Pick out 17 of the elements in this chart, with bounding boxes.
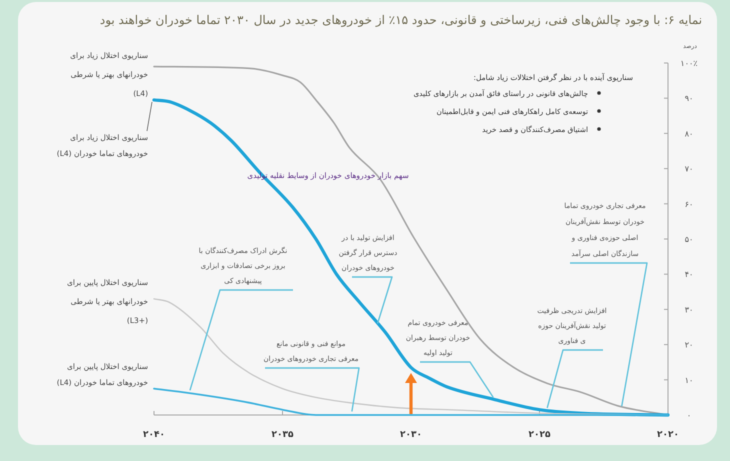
y-tick-label: ۸۰ [684,129,694,138]
y-tick-label: ۱۰۰٪ [680,59,698,68]
y-tick-label: ۲۰ [684,340,694,350]
y-tick-label: ۳۰ [684,305,694,314]
x-tick-label: ۲۰۳۰ [400,430,422,440]
x-tick-label: ۲۰۴۰ [143,430,165,440]
y-tick-label: ۶۰ [684,200,694,209]
x-tick-label: ۲۰۲۰ [657,430,679,440]
y-tick-label: ۱۰ [684,376,694,385]
y-tick-label: ۰ [686,411,692,420]
y-tick-label: ۷۰ [684,164,694,174]
y-tick-label: ۴۰ [684,270,694,280]
x-tick-label: ۲۰۲۵ [528,430,551,440]
chart-title: نمایه ۶: با وجود چالش‌های فنی، زیرساختی و قانونی، حدود ۱۵٪ از خودروهای جدید در سال ۲۰۳۰ تماما خودران خواهند بود [100,13,702,27]
y-tick-label: ۹۰ [684,94,694,104]
x-tick-label: ۲۰۳۵ [272,430,294,440]
y-tick-label: ۵۰ [684,235,694,244]
